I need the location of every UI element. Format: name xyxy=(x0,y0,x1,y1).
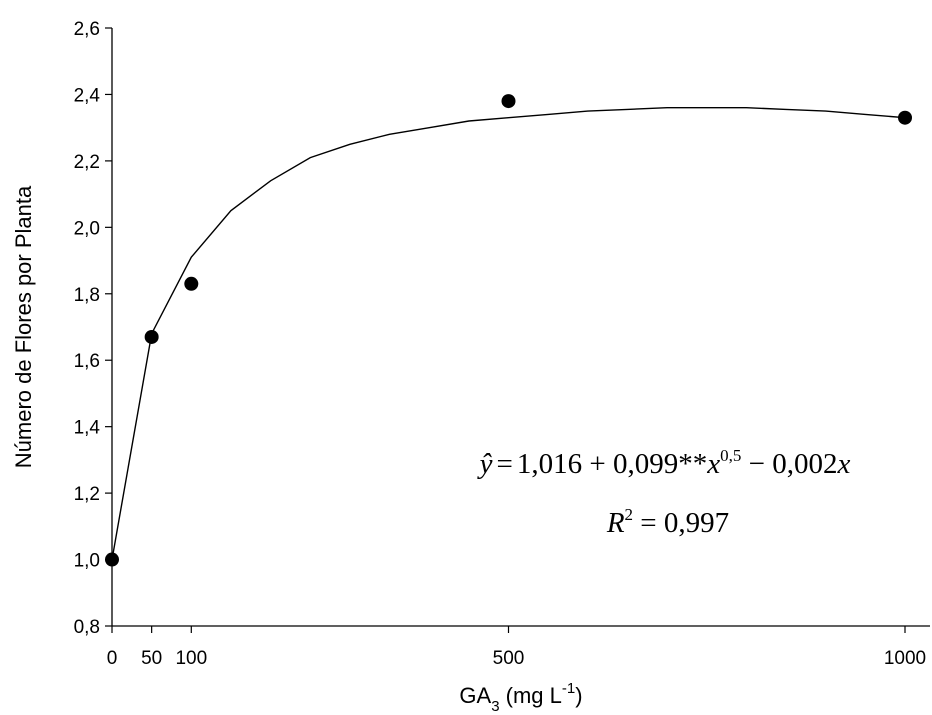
data-point xyxy=(105,552,119,567)
y-tick-label: 2,0 xyxy=(74,218,100,239)
y-tick-label: 1,0 xyxy=(74,551,100,572)
data-points xyxy=(105,94,912,567)
y-tick-label: 1,2 xyxy=(74,484,100,505)
y-axis-title: Número de Flores por Planta xyxy=(11,185,36,468)
y-tick-label: 2,4 xyxy=(74,85,101,106)
data-point xyxy=(898,110,912,125)
fit-curve xyxy=(111,107,906,560)
y-tick-label: 1,6 xyxy=(74,351,100,372)
x-tick-label: 50 xyxy=(141,648,162,669)
x-tick-label: 100 xyxy=(175,648,207,669)
x-ticks: 0 50 100 500 1000 xyxy=(107,626,926,669)
x-tick-label: 0 xyxy=(107,648,118,669)
y-tick-label: 0,8 xyxy=(74,617,100,638)
r-squared-label: R2 = 0,997 xyxy=(606,505,729,539)
x-axis-title: GA3 (mg L-1) xyxy=(459,680,582,715)
y-tick-label: 2,2 xyxy=(74,152,100,173)
data-point xyxy=(501,94,516,109)
x-tick-label: 1000 xyxy=(884,648,926,669)
x-tick-label: 500 xyxy=(493,648,525,669)
y-tick-label: 1,8 xyxy=(74,285,100,306)
y-tick-label: 1,4 xyxy=(74,418,101,439)
y-tick-label: 2,6 xyxy=(74,19,100,40)
regression-equation: ŷ = 1,016 + 0,099**x0,5 − 0,002x xyxy=(477,446,851,480)
data-point xyxy=(144,329,159,344)
data-point xyxy=(184,276,199,291)
y-ticks: 0,8 1,0 1,2 1,4 1,6 1,8 2,0 2,2 2,4 2,6 xyxy=(74,19,112,638)
